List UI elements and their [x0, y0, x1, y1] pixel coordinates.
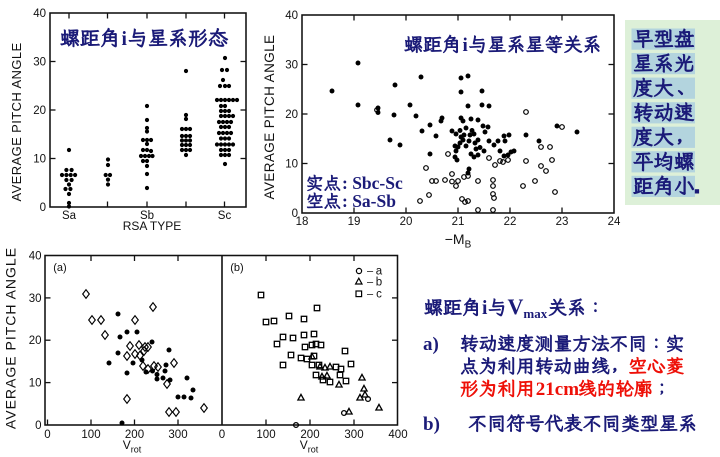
svg-text:10: 10	[33, 154, 46, 166]
svg-text:23: 23	[556, 216, 569, 228]
svg-text:40: 40	[285, 10, 298, 22]
svg-text:RSA TYPE: RSA TYPE	[123, 219, 181, 233]
svg-text:i: i	[482, 298, 488, 319]
svg-text:–: –	[367, 266, 374, 278]
svg-text:300: 300	[344, 429, 363, 441]
svg-text:i: i	[463, 35, 468, 56]
svg-text:Sc: Sc	[218, 210, 232, 222]
svg-text:Sa: Sa	[62, 210, 77, 222]
svg-text:–: –	[367, 289, 374, 301]
svg-text:0: 0	[219, 429, 225, 441]
svg-text:200: 200	[125, 429, 144, 441]
svg-text:200: 200	[300, 429, 319, 441]
svg-text:i: i	[122, 29, 128, 50]
svg-text:b): b)	[423, 414, 440, 435]
svg-text:10: 10	[29, 378, 42, 390]
svg-text:20: 20	[33, 105, 46, 117]
svg-text:40: 40	[29, 251, 42, 263]
svg-text:0: 0	[35, 420, 41, 432]
svg-text:100: 100	[256, 429, 275, 441]
svg-text:10: 10	[285, 159, 298, 171]
svg-text:: Sa-Sb: : Sa-Sb	[342, 191, 396, 211]
svg-text:0: 0	[292, 208, 298, 220]
svg-text:20: 20	[29, 335, 42, 347]
svg-text:40: 40	[33, 8, 46, 20]
svg-text:AVERAGE PITCH ANGLE: AVERAGE PITCH ANGLE	[9, 42, 24, 201]
svg-text:−MB: −MB	[445, 231, 472, 251]
svg-text:(b): (b)	[230, 262, 243, 274]
svg-text:Sb: Sb	[140, 210, 154, 222]
svg-text:b: b	[376, 277, 382, 289]
svg-text:c: c	[376, 289, 382, 301]
svg-text:–: –	[367, 277, 374, 289]
svg-text:0: 0	[40, 202, 46, 214]
svg-text:30: 30	[29, 293, 42, 305]
svg-text:20: 20	[400, 216, 413, 228]
svg-text:30: 30	[285, 60, 298, 72]
svg-text:AVERAGE PITCH ANGLE: AVERAGE PITCH ANGLE	[3, 247, 19, 429]
svg-text:400: 400	[388, 429, 407, 441]
svg-text:Vmax: Vmax	[508, 294, 548, 321]
svg-text:19: 19	[348, 216, 361, 228]
svg-text:22: 22	[504, 216, 517, 228]
svg-text:300: 300	[168, 429, 187, 441]
svg-text:18: 18	[296, 216, 309, 228]
svg-text:24: 24	[608, 216, 621, 228]
svg-text:a: a	[376, 266, 383, 278]
svg-text:21cm: 21cm	[536, 379, 579, 400]
svg-text:AVERAGE PITCH ANGLE: AVERAGE PITCH ANGLE	[262, 35, 277, 200]
svg-text:(a): (a)	[53, 262, 66, 274]
svg-text:30: 30	[33, 57, 46, 69]
svg-text:20: 20	[285, 109, 298, 121]
svg-text:a): a)	[423, 334, 439, 355]
svg-text:21: 21	[452, 216, 465, 228]
svg-text:0: 0	[44, 429, 50, 441]
svg-text:100: 100	[81, 429, 100, 441]
svg-text:: Sbc-Sc: : Sbc-Sc	[342, 173, 403, 193]
